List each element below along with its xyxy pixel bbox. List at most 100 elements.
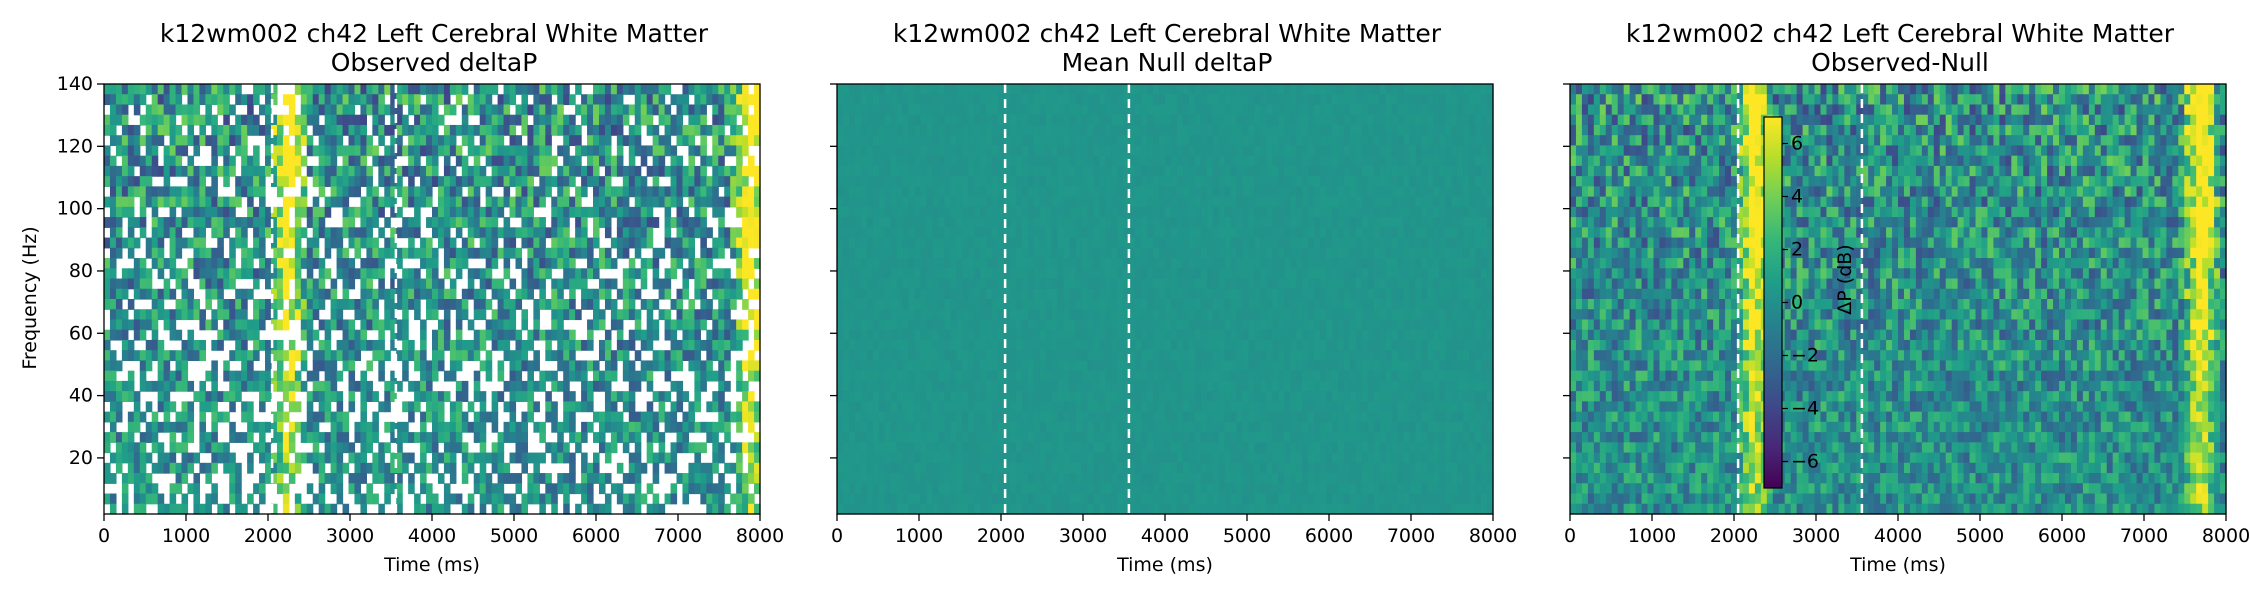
heatmap-cell [694, 268, 701, 280]
heatmap-cell [241, 258, 248, 269]
heatmap-cell [1266, 227, 1273, 239]
heatmap-cell [1176, 165, 1184, 177]
heatmap-cell [306, 391, 314, 402]
heatmap-cell [575, 247, 582, 259]
heatmap-cell [1290, 84, 1297, 95]
heatmap-cell [718, 329, 725, 341]
heatmap-cell [646, 206, 654, 218]
heatmap-cell [163, 124, 171, 136]
heatmap-cell [718, 124, 725, 136]
heatmap-cell [1224, 217, 1232, 228]
heatmap-cell [1147, 186, 1154, 198]
heatmap-cell [1260, 135, 1267, 147]
heatmap-cell [318, 483, 326, 495]
heatmap-cell [521, 319, 529, 331]
heatmap-cell [950, 145, 957, 157]
heatmap-cell [1337, 176, 1345, 187]
heatmap-cell [276, 247, 284, 259]
heatmap-cell [151, 104, 159, 116]
heatmap-cell [872, 124, 880, 136]
heatmap-cell [121, 339, 129, 351]
heatmap-cell [890, 165, 898, 177]
heatmap-cell [121, 319, 129, 331]
heatmap-cell [694, 258, 701, 269]
heatmap-cell [270, 339, 278, 351]
heatmap-cell [420, 145, 427, 157]
heatmap-cell [247, 124, 254, 136]
heatmap-cell [157, 493, 165, 505]
heatmap-cell [1099, 145, 1106, 157]
heatmap-cell [1182, 94, 1190, 106]
heatmap-cell [384, 391, 391, 402]
heatmap-cell [1308, 124, 1315, 136]
heatmap-cell [205, 493, 212, 505]
y-tick-label: 120 [57, 135, 93, 157]
heatmap-cell [932, 165, 939, 177]
heatmap-cell [1111, 145, 1118, 157]
heatmap-cell [533, 237, 540, 249]
heatmap-cell [878, 176, 886, 187]
heatmap-cell [390, 432, 397, 443]
heatmap-cell [628, 299, 636, 310]
heatmap-cell [563, 493, 570, 505]
heatmap-cell [896, 145, 904, 157]
heatmap-cell [1111, 94, 1118, 106]
heatmap-cell [372, 145, 379, 157]
heatmap-cell [545, 299, 552, 310]
heatmap-cell [563, 247, 570, 259]
heatmap-cell [426, 196, 433, 208]
heatmap-cell [652, 319, 660, 331]
heatmap-cell [115, 145, 123, 157]
heatmap-cell [396, 421, 403, 433]
heatmap-cell [223, 165, 230, 177]
heatmap-cell [527, 104, 534, 116]
heatmap-cell [491, 319, 499, 331]
heatmap-cell [1153, 94, 1160, 106]
heatmap-cell [1009, 217, 1017, 228]
heatmap-cell [127, 442, 135, 454]
heatmap-cell [563, 217, 570, 228]
heatmap-cell [616, 391, 624, 402]
heatmap-cell [455, 329, 463, 341]
heatmap-cell [390, 206, 397, 218]
heatmap-cell [360, 237, 367, 249]
heatmap-cell [1063, 196, 1071, 208]
heatmap-cell [205, 442, 212, 454]
heatmap-cell [360, 421, 367, 433]
heatmap-cell [634, 145, 642, 157]
heatmap-cell [1284, 135, 1291, 147]
heatmap-cell [569, 483, 576, 495]
heatmap-cell [437, 84, 445, 95]
heatmap-cell [866, 196, 874, 208]
heatmap-cell [259, 165, 266, 177]
heatmap-cell [175, 329, 183, 341]
heatmap-cell [312, 247, 320, 259]
heatmap-cell [1194, 217, 1202, 228]
heatmap-cell [426, 176, 433, 187]
heatmap-cell [324, 268, 332, 280]
heatmap-cell [557, 380, 564, 392]
heatmap-cell [742, 206, 749, 218]
heatmap-cell [1451, 114, 1458, 126]
heatmap-cell [1021, 124, 1029, 136]
heatmap-cell [324, 391, 332, 402]
heatmap-cell [1379, 104, 1387, 116]
heatmap-cell [485, 196, 493, 208]
heatmap-cell [1326, 145, 1333, 157]
heatmap-cell [121, 432, 129, 443]
heatmap-cell [986, 94, 993, 106]
heatmap-cell [1170, 165, 1178, 177]
heatmap-cell [884, 227, 892, 239]
heatmap-cell [622, 299, 630, 310]
heatmap-cell [1415, 114, 1423, 126]
heatmap-cell [223, 442, 230, 454]
heatmap-cell [199, 462, 206, 474]
heatmap-cell [1361, 94, 1369, 106]
heatmap-cell [139, 350, 147, 362]
heatmap-cell [998, 104, 1005, 116]
heatmap-cell [1182, 217, 1190, 228]
heatmap-cell [551, 503, 558, 515]
heatmap-cell [360, 329, 367, 341]
heatmap-cell [1224, 94, 1232, 106]
heatmap-cell [223, 84, 230, 95]
